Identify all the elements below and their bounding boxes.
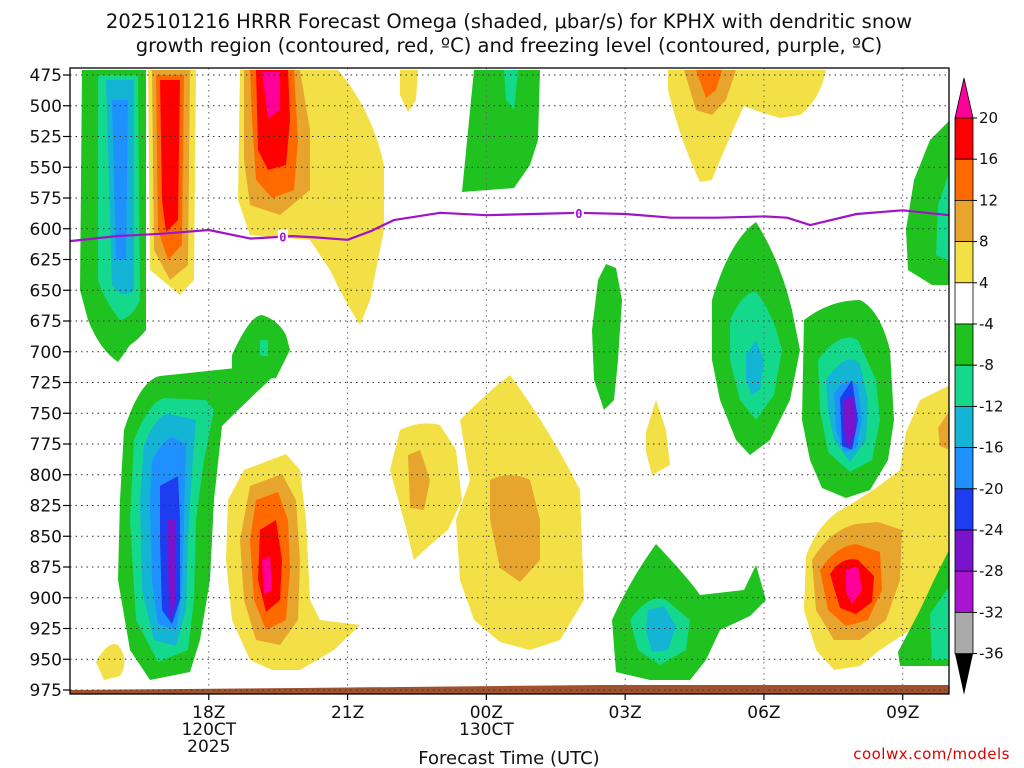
colorbar-tick-label: -24 [979, 521, 1004, 539]
colorbar-box [954, 117, 974, 160]
freezing-level-label-bg [277, 229, 288, 243]
y-tick-label: 900 [30, 589, 62, 609]
omega-region-small-yellow [400, 70, 418, 112]
y-axis-pressure: 475 500 525 550 575 600 625 650 675 700 725 750 775 8… [30, 66, 70, 701]
y-tick-label: 800 [30, 466, 62, 486]
y-tick-label: 750 [30, 404, 62, 424]
colorbar-box [954, 323, 974, 366]
y-tick-label: 925 [30, 620, 62, 640]
y-tick-label: 625 [30, 251, 62, 271]
colorbar-box [954, 282, 974, 325]
colorbar-tick-label: -20 [979, 480, 1004, 498]
x-tick-label: 120CT [181, 720, 236, 740]
freezing-level-contour: 00 [69, 205, 950, 245]
colorbar-box [954, 405, 974, 448]
omega-region-small-yellow-2 [96, 644, 125, 680]
omega-region-upper-01z [462, 70, 540, 192]
omega-region-0330z-column [592, 264, 622, 410]
colorbar-box [954, 241, 974, 284]
colorbar-tick-label: 20 [979, 109, 998, 127]
colorbar-tick-label: -4 [979, 315, 994, 333]
omega-region-lower-20z [226, 454, 360, 670]
colorbar-box [954, 364, 974, 407]
colorbar-box [954, 612, 974, 655]
y-tick-label: 875 [30, 558, 62, 578]
y-tick-label: 550 [30, 158, 62, 178]
chart-title-line1: 2025101216 HRRR Forecast Omega (shaded, … [106, 10, 912, 33]
y-tick-label: 725 [30, 374, 62, 394]
plot-gridlines [70, 68, 949, 694]
freezing-level-label: 0 [279, 231, 286, 245]
colorbar-box [954, 488, 974, 531]
colorbar-box [954, 199, 974, 242]
plot-frame [69, 67, 950, 695]
y-tick-label: 675 [30, 312, 62, 332]
x-tick-label: 130CT [459, 720, 514, 740]
colorbar-box [954, 447, 974, 490]
omega-region-upper-right [906, 121, 949, 285]
x-tick-label: 2025 [187, 737, 230, 757]
y-tick-label: 950 [30, 650, 62, 670]
x-tick-label: 09Z [886, 703, 919, 723]
chart-title-line2: growth region (contoured, red, ºC) and f… [136, 34, 883, 57]
colorbar-tick-label: -36 [979, 645, 1004, 663]
colorbar-top-arrow [954, 77, 974, 119]
x-tick-label: 21Z [331, 703, 364, 723]
omega-region-upper-18z [148, 70, 196, 295]
colorbar-box [954, 529, 974, 572]
colorbar-tick-label: 4 [979, 274, 989, 292]
y-tick-label: 975 [30, 681, 62, 701]
colorbar-tick-label: -12 [979, 397, 1004, 415]
x-tick-label: 06Z [747, 703, 780, 723]
y-tick-label: 600 [30, 220, 62, 240]
freezing-level-line [69, 209, 950, 243]
colorbar-tick-label: 16 [979, 150, 998, 168]
colorbar-tick-label: 8 [979, 233, 989, 251]
colorbar-tick-label: -8 [979, 356, 994, 374]
y-tick-label: 475 [30, 66, 62, 86]
y-tick-label: 825 [30, 497, 62, 517]
colorbar-tick-label: -28 [979, 562, 1004, 580]
omega-shaded-field [70, 70, 949, 694]
x-tick-label: 18Z [192, 703, 225, 723]
y-tick-label: 775 [30, 435, 62, 455]
omega-region-0730z [802, 300, 894, 498]
freezing-level-label: 0 [575, 207, 582, 221]
x-tick-label: 00Z [470, 703, 503, 723]
omega-region-lower-01z [456, 375, 584, 650]
colorbar-tick-label: 12 [979, 191, 998, 209]
y-tick-label: 500 [30, 97, 62, 117]
x-tick-label: 03Z [609, 703, 642, 723]
terrain-ground-surface [70, 685, 949, 694]
colorbar-legend: 20 16 12 8 4 -4 -8 -12 -16 -20 -24 -28 -32 -36 [954, 77, 1004, 695]
omega-region-0530z [712, 222, 800, 455]
site-credit: coolwx.com/models [853, 745, 1010, 763]
omega-region-lower-23z [390, 423, 462, 560]
colorbar-tick-label: -32 [979, 603, 1004, 621]
colorbar-box [954, 570, 974, 613]
freezing-level-label-bg [573, 205, 584, 219]
y-tick-label: 575 [30, 189, 62, 209]
y-tick-label: 650 [30, 281, 62, 301]
colorbar-box [954, 158, 974, 201]
x-axis-title: Forecast Time (UTC) [418, 748, 599, 768]
omega-region-small-yellow-3 [646, 400, 670, 475]
colorbar-tick-label: -16 [979, 439, 1004, 457]
omega-region-lower-18z [118, 368, 274, 680]
y-tick-label: 850 [30, 527, 62, 547]
omega-region-right-lower [898, 411, 949, 666]
omega-region-upper-left-column [80, 70, 146, 362]
omega-region-1930z [232, 315, 290, 379]
colorbar-bottom-arrow [955, 653, 973, 695]
omega-region-0430z-lower [612, 544, 766, 680]
y-tick-label: 525 [30, 128, 62, 148]
y-tick-label: 700 [30, 343, 62, 363]
omega-region-upper-05z [668, 70, 826, 182]
omega-region-0830z-lower [804, 385, 949, 670]
